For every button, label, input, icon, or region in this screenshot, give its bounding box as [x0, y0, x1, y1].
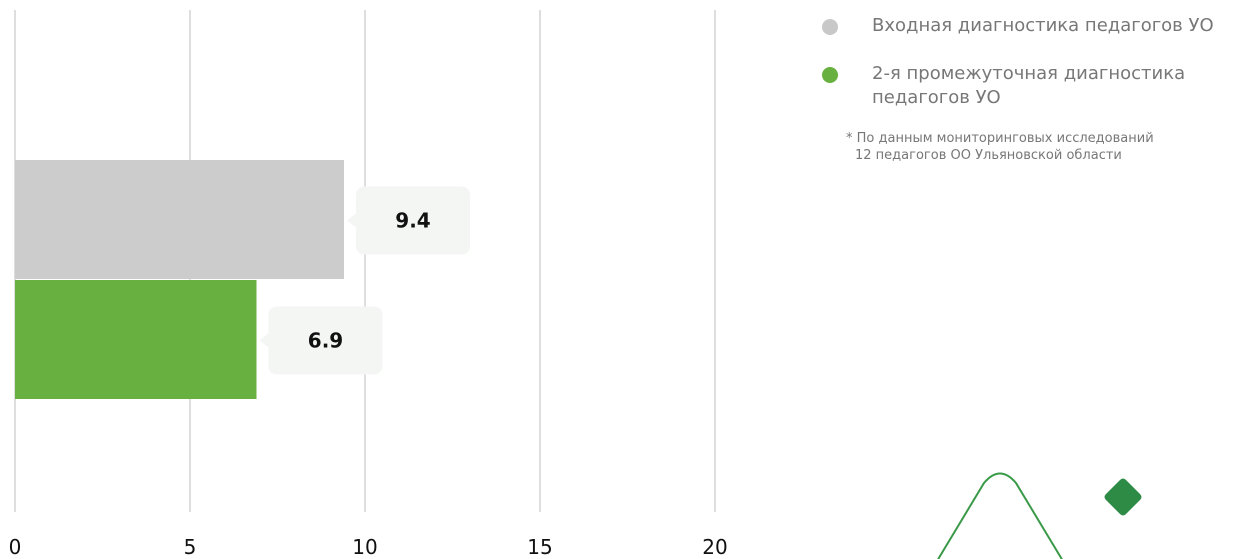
- data-label-1: 9.4: [395, 209, 430, 233]
- legend-label-entry: Входная диагностика педагогов УО: [872, 15, 1214, 36]
- data-label-pointer-2: [259, 333, 269, 348]
- legend: Входная диагностика педагогов УО 2-я про…: [820, 14, 1245, 164]
- data-label-2: 6.9: [308, 329, 343, 353]
- bars: [15, 160, 344, 399]
- x-axis-ticks: 0 5 10 15 20: [9, 535, 728, 559]
- data-labels: 9.4 6.9: [259, 186, 470, 375]
- tick-label-0: 0: [9, 535, 22, 559]
- legend-item-entry: Входная диагностика педагогов УО: [820, 14, 1245, 38]
- legend-dot-green: [822, 67, 838, 83]
- diamond-outline-icon: [937, 472, 1063, 559]
- bar-2: [15, 280, 257, 399]
- bar-chart: 9.4 6.9 0 5 10 15 20: [9, 10, 728, 559]
- bar-1: [15, 160, 344, 279]
- tick-label-5: 5: [184, 535, 197, 559]
- tick-label-20: 20: [702, 535, 727, 559]
- legend-label-second: 2-я промежуточная диагностика педагогов …: [872, 63, 1186, 108]
- data-label-box-2: [268, 306, 383, 375]
- legend-item-second: 2-я промежуточная диагностика педагогов …: [820, 62, 1245, 110]
- data-label-pointer-1: [347, 213, 356, 228]
- diamond-filled-icon: [1104, 478, 1142, 516]
- legend-dot-gray: [822, 19, 838, 35]
- footnote-line-1: * По данным мониторинговых исследований: [846, 131, 1154, 146]
- gridlines: [14, 10, 716, 512]
- footnote: * По данным мониторинговых исследований …: [820, 130, 1245, 164]
- footnote-line-2: 12 педагогов ОО Ульяновской области: [855, 148, 1122, 163]
- tick-label-15: 15: [527, 535, 552, 559]
- data-label-box-1: [356, 186, 470, 255]
- decoration: [937, 472, 1142, 559]
- tick-label-10: 10: [352, 535, 377, 559]
